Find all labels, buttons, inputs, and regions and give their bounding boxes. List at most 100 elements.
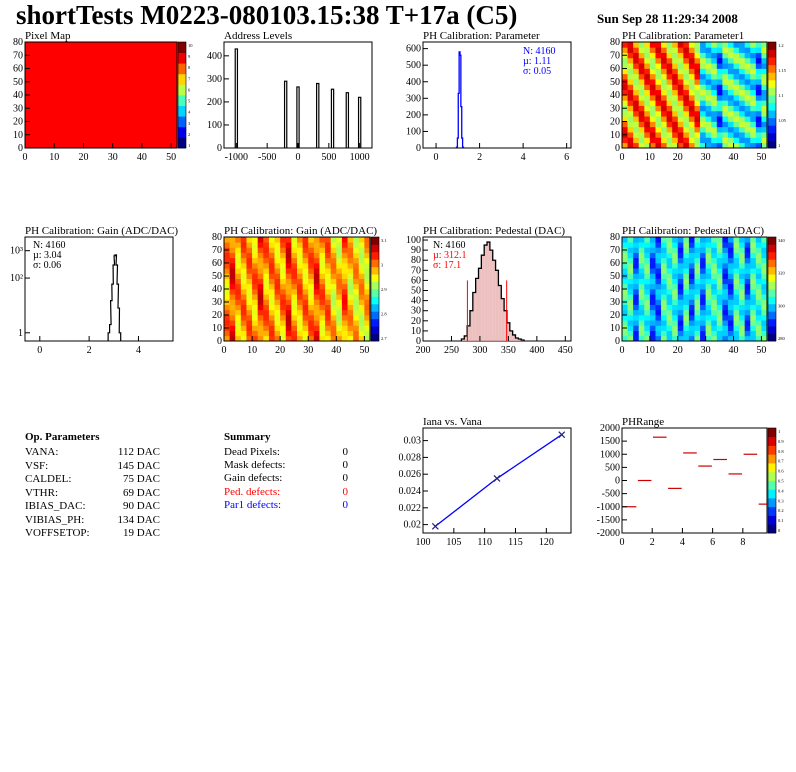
heatmap-cell bbox=[649, 126, 656, 133]
heatmap-cell bbox=[622, 116, 628, 122]
heatmap-cell bbox=[313, 320, 320, 326]
heatmap-cell bbox=[677, 273, 684, 279]
heatmap-cell bbox=[297, 289, 303, 295]
heatmap-cell bbox=[666, 273, 673, 279]
colorbar-tick-label: 0.4 bbox=[778, 488, 784, 493]
heatmap-cell bbox=[257, 304, 264, 311]
heatmap-cell bbox=[727, 73, 734, 80]
heatmap-cell bbox=[246, 237, 253, 243]
heatmap-cell bbox=[733, 273, 740, 279]
colorbar-cell bbox=[768, 428, 776, 438]
colorbar-cell bbox=[768, 125, 776, 134]
heatmap-cell bbox=[638, 294, 645, 300]
heatmap-cell bbox=[638, 330, 645, 337]
heatmap-cell bbox=[661, 47, 667, 53]
heatmap-cell bbox=[319, 299, 326, 305]
heatmap-cell bbox=[716, 52, 723, 59]
heatmap-cell bbox=[252, 299, 259, 305]
heatmap-cell bbox=[252, 278, 259, 285]
heatmap-cell bbox=[672, 137, 679, 144]
heatmap-cell bbox=[655, 57, 662, 64]
heatmap-cell bbox=[727, 278, 734, 285]
x-tick-label: 20 bbox=[673, 152, 683, 163]
heatmap-cell bbox=[661, 304, 667, 311]
heatmap-cell bbox=[252, 252, 259, 259]
heatmap-cell bbox=[661, 89, 667, 96]
heatmap-cell bbox=[633, 73, 640, 80]
heatmap-cell bbox=[341, 242, 348, 248]
heatmap-cell bbox=[750, 105, 757, 112]
summary-value: 0 bbox=[342, 498, 349, 511]
heatmap-cell bbox=[700, 330, 707, 337]
heatmap-cell bbox=[285, 242, 292, 248]
heatmap-cell bbox=[722, 105, 729, 112]
heatmap-cell bbox=[755, 242, 762, 248]
heatmap-cell bbox=[694, 268, 701, 274]
x-tick-label: 4 bbox=[136, 345, 141, 356]
heatmap-cell bbox=[347, 294, 354, 300]
heatmap-cell bbox=[688, 315, 695, 321]
heatmap-cell bbox=[733, 289, 740, 295]
chart-panel: PH Calibration: Gain (ADC/DAC)N: 4160µ: … bbox=[10, 225, 178, 356]
heatmap-cell bbox=[353, 289, 360, 295]
heatmap-cell bbox=[263, 242, 270, 248]
heatmap-cell bbox=[313, 268, 320, 274]
heatmap-cell bbox=[297, 237, 303, 243]
heatmap-cell bbox=[677, 105, 684, 112]
heatmap-cell bbox=[711, 73, 718, 80]
heatmap-cell bbox=[235, 242, 242, 248]
heatmap-cell bbox=[739, 299, 746, 305]
heatmap-cell bbox=[672, 63, 679, 69]
heatmap-cell bbox=[722, 330, 729, 337]
heatmap-cell bbox=[246, 278, 253, 285]
heatmap-cell bbox=[750, 315, 757, 321]
heatmap-cell bbox=[755, 95, 762, 101]
heatmap-cell bbox=[638, 89, 645, 96]
heatmap-cell bbox=[688, 294, 695, 300]
heatmap-cell bbox=[235, 268, 242, 274]
x-tick-label: 40 bbox=[137, 152, 147, 163]
data-point bbox=[493, 474, 501, 482]
heatmap-cell bbox=[661, 242, 667, 248]
heatmap-cell bbox=[711, 335, 718, 342]
heatmap-cell bbox=[733, 63, 740, 69]
heatmap-cell bbox=[291, 335, 298, 342]
heatmap-cell bbox=[666, 283, 673, 290]
heatmap-cell bbox=[744, 126, 751, 133]
heatmap-cell bbox=[319, 294, 326, 300]
colorbar-cell bbox=[768, 289, 776, 297]
heatmap-cell bbox=[353, 237, 360, 243]
stat-sigma: σ: 0.06 bbox=[33, 260, 61, 271]
heatmap-cell bbox=[280, 330, 287, 337]
heatmap-cell bbox=[733, 68, 740, 75]
heatmap-cell bbox=[649, 132, 656, 138]
heatmap-cell bbox=[627, 47, 634, 53]
heatmap-cell bbox=[727, 116, 734, 122]
heatmap-cell bbox=[347, 257, 354, 264]
heatmap-cell bbox=[280, 263, 287, 269]
heatmap-cell bbox=[644, 247, 651, 253]
heatmap-cell bbox=[694, 137, 701, 144]
heatmap-cell bbox=[224, 320, 230, 326]
heatmap-cell bbox=[297, 299, 303, 305]
heatmap-cell bbox=[285, 247, 292, 253]
heatmap-cell bbox=[627, 116, 634, 122]
heatmap-cell bbox=[633, 63, 640, 69]
heatmap-cell bbox=[705, 309, 712, 316]
summary-label: Mask defects: bbox=[224, 459, 286, 472]
heatmap-cell bbox=[711, 121, 718, 128]
chart-title: PHRange bbox=[622, 416, 664, 428]
heatmap-cell bbox=[705, 294, 712, 300]
heatmap-cell bbox=[727, 242, 734, 248]
heatmap-cell bbox=[649, 137, 656, 144]
heatmap-cell bbox=[705, 315, 712, 321]
heatmap-cell bbox=[744, 100, 751, 106]
heatmap-cell bbox=[240, 278, 247, 285]
heatmap-cell bbox=[347, 278, 354, 285]
y-tick-label: 90 bbox=[411, 245, 421, 256]
heatmap-cell bbox=[358, 325, 365, 331]
heatmap-cell bbox=[285, 278, 292, 285]
heatmap-cell bbox=[302, 263, 309, 269]
heatmap-cell bbox=[672, 110, 679, 117]
